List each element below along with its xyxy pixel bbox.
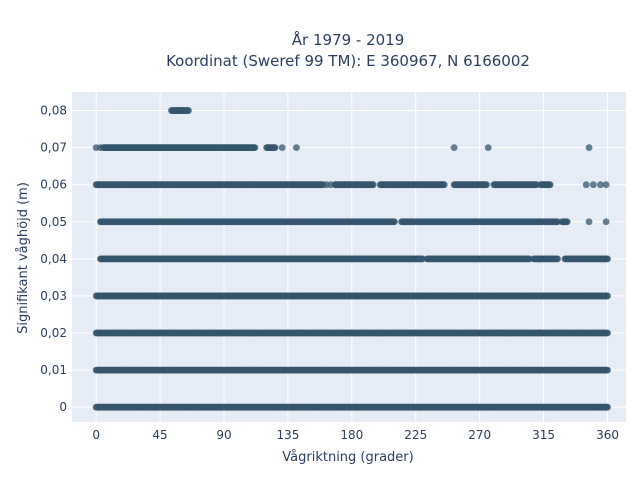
data-point xyxy=(604,329,611,337)
data-point xyxy=(589,181,597,189)
data-point xyxy=(483,181,490,189)
y-tick-label: 0,06 xyxy=(40,178,67,192)
data-point xyxy=(604,366,611,374)
data-point xyxy=(604,292,611,300)
x-tick-label: 135 xyxy=(276,428,299,442)
data-point xyxy=(602,181,610,189)
x-tick-label: 180 xyxy=(340,428,363,442)
data-point xyxy=(604,255,611,263)
y-tick-label: 0,03 xyxy=(40,289,67,303)
data-point xyxy=(597,181,604,189)
x-axis-label: Vågriktning (grader) xyxy=(282,450,413,465)
data-points xyxy=(92,107,611,411)
chart-title: År 1979 - 2019 xyxy=(292,30,405,49)
data-point xyxy=(97,144,104,152)
y-tick-label: 0 xyxy=(59,400,67,414)
data-point xyxy=(554,255,561,263)
data-point xyxy=(450,144,458,152)
data-point xyxy=(563,218,571,226)
data-point xyxy=(585,144,593,152)
y-tick-label: 0,01 xyxy=(40,363,67,377)
y-tick-label: 0,08 xyxy=(40,104,67,118)
data-point xyxy=(278,144,286,152)
y-axis-label: Signifikant våghöjd (m) xyxy=(16,182,31,334)
data-point xyxy=(185,107,192,114)
x-tick-labels: 0 45 90 135 180 225 270 315 360 xyxy=(92,428,619,442)
data-point xyxy=(585,218,593,226)
x-tick-label: 315 xyxy=(532,428,555,442)
x-tick-label: 0 xyxy=(92,428,100,442)
x-tick-label: 45 xyxy=(152,428,167,442)
y-tick-label: 0,04 xyxy=(40,252,67,266)
data-point xyxy=(341,181,349,189)
data-point xyxy=(484,144,492,152)
y-tick-label: 0,07 xyxy=(40,141,67,155)
data-point xyxy=(602,218,610,226)
data-point xyxy=(271,144,279,152)
data-point xyxy=(369,181,377,189)
x-tick-label: 270 xyxy=(468,428,491,442)
x-tick-label: 225 xyxy=(404,428,427,442)
data-point xyxy=(391,218,398,226)
x-tick-label: 360 xyxy=(596,428,619,442)
data-point xyxy=(251,144,259,152)
data-point xyxy=(582,181,590,189)
data-point xyxy=(327,181,334,189)
data-point xyxy=(440,181,448,189)
data-point xyxy=(604,403,611,411)
data-point xyxy=(293,144,300,152)
data-point xyxy=(546,181,554,189)
y-tick-label: 0,05 xyxy=(40,215,67,229)
y-tick-label: 0,02 xyxy=(40,326,67,340)
chart-subtitle: Koordinat (Sweref 99 TM): E 360967, N 61… xyxy=(166,52,530,70)
y-tick-labels: 0 0,01 0,02 0,03 0,04 0,05 0,06 0,07 0,08 xyxy=(40,104,67,415)
x-tick-label: 90 xyxy=(216,428,231,442)
